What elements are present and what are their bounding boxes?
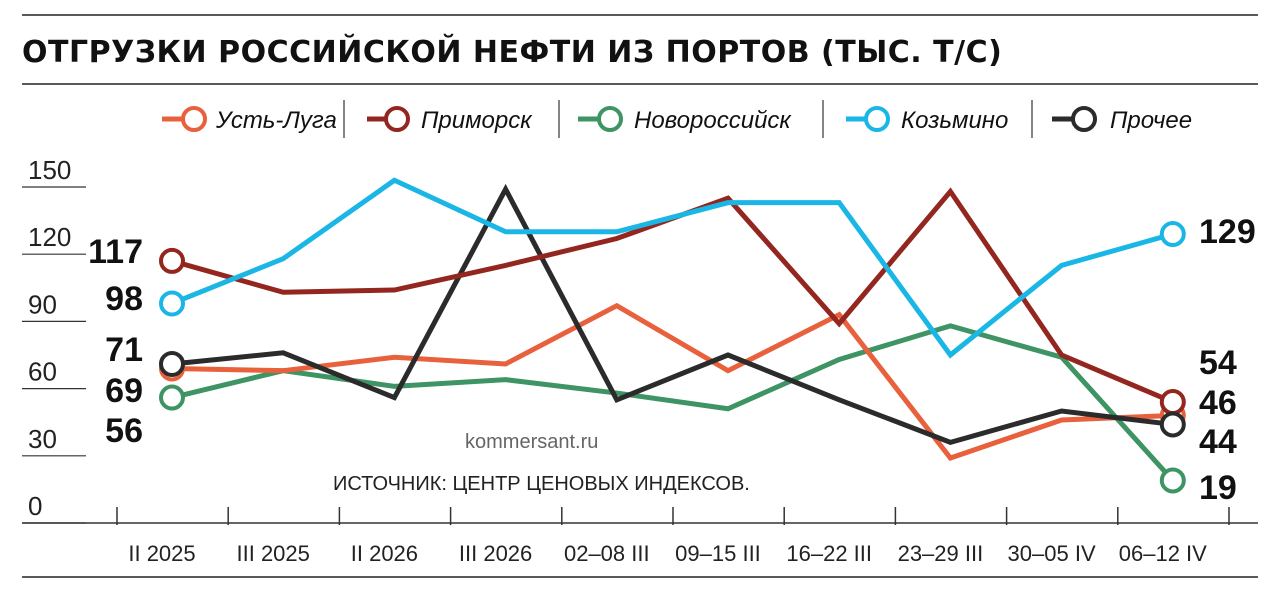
start-value-label: 98 xyxy=(105,280,143,318)
x-tick-label: 09–15 III xyxy=(675,541,761,566)
series-end-marker xyxy=(159,350,185,377)
series-markers xyxy=(159,221,1186,494)
legend-label: Усть-Луга xyxy=(215,107,337,134)
series-line xyxy=(171,302,1173,461)
x-tick-label: 23–29 III xyxy=(898,541,984,566)
start-value-label: 56 xyxy=(105,412,143,450)
x-tick-label: 06–12 IV xyxy=(1119,541,1207,566)
series-line xyxy=(171,323,1175,483)
x-tick-label: 02–08 III xyxy=(564,541,650,566)
end-value-label: 54 xyxy=(1199,344,1237,382)
legend-swatch-marker xyxy=(597,106,623,132)
series-line xyxy=(171,177,1174,359)
series-end-marker xyxy=(159,384,185,411)
y-tick-label: 90 xyxy=(28,289,57,319)
legend: Усть-Луга Приморск Новороссийск Козьмино Про… xyxy=(162,100,1192,138)
end-value-label: 46 xyxy=(1199,384,1237,422)
series-lines xyxy=(171,177,1175,483)
watermark: kommersant.ru xyxy=(465,431,598,453)
start-value-label: 117 xyxy=(88,233,143,271)
legend-label: Новороссийск xyxy=(634,107,792,134)
x-tick-label: III 2026 xyxy=(459,541,532,566)
source-note: ИСТОЧНИК: ЦЕНТР ЦЕНОВЫХ ИНДЕКСОВ. xyxy=(333,473,750,495)
start-value-label: 71 xyxy=(105,331,143,369)
y-tick-label: 0 xyxy=(28,491,42,521)
series-end-marker xyxy=(1159,411,1186,438)
series-end-marker xyxy=(1159,389,1186,416)
chart-title: ОТГРУЗКИ РОССИЙСКОЙ НЕФТИ ИЗ ПОРТОВ (ТЫС… xyxy=(22,34,1002,70)
end-value-label: 44 xyxy=(1199,423,1237,461)
y-tick-label: 60 xyxy=(28,357,57,387)
end-value-label: 19 xyxy=(1199,469,1237,507)
x-tick-label: III 2025 xyxy=(237,541,310,566)
x-tick-label: II 2025 xyxy=(128,541,195,566)
legend-label: Приморск xyxy=(421,107,533,134)
legend-swatch-marker xyxy=(384,106,410,132)
series-line xyxy=(171,183,1174,445)
x-tick-label: 16–22 III xyxy=(786,541,872,566)
series-end-marker xyxy=(1159,467,1186,494)
legend-swatch-marker xyxy=(1071,106,1097,132)
series-end-marker xyxy=(159,247,185,274)
end-labels: 69 46 117 54 56 19 98 129 71 44 xyxy=(88,213,1256,507)
legend-swatch-marker xyxy=(181,106,207,132)
y-axis: 150 120 90 60 30 0 xyxy=(22,155,86,524)
start-value-label: 69 xyxy=(105,372,143,410)
x-axis: II 2025 III 2025 II 2026 III 2026 02–08 III 0… xyxy=(22,507,1258,566)
y-tick-label: 30 xyxy=(28,424,57,454)
legend-label: Козьмино xyxy=(901,107,1008,134)
legend-swatch-marker xyxy=(864,106,890,132)
x-tick-label: II 2026 xyxy=(351,541,418,566)
y-tick-label: 150 xyxy=(28,155,71,185)
series-end-marker xyxy=(1159,221,1186,248)
end-value-label: 129 xyxy=(1199,213,1256,251)
legend-label: Прочее xyxy=(1110,107,1192,134)
series-end-marker xyxy=(159,290,185,317)
y-tick-label: 120 xyxy=(28,222,71,252)
x-tick-label: 30–05 IV xyxy=(1008,541,1096,566)
